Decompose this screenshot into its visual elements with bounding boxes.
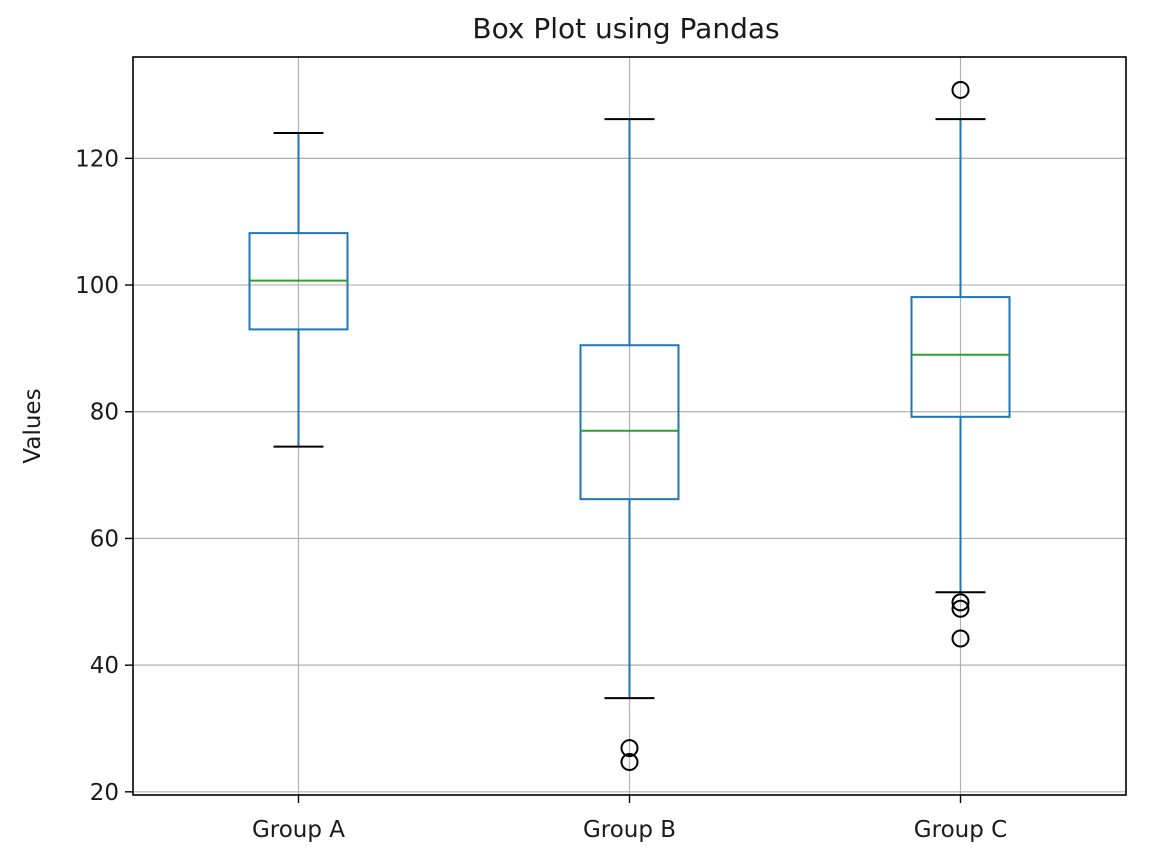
box-group [579, 118, 680, 772]
y-tick-label: 40 [90, 653, 119, 679]
x-tick-label: Group A [252, 817, 345, 843]
box-group [248, 132, 349, 448]
axis-ticks: 20 40 60 80 100 120 Group A Group B Group C [75, 146, 1007, 843]
x-tick-label: Group B [583, 817, 676, 843]
outlier-point [620, 739, 639, 758]
y-tick-label: 60 [90, 526, 119, 552]
box-group [910, 80, 1011, 648]
y-tick-label: 120 [75, 146, 119, 172]
chart-title: Box Plot using Pandas [472, 12, 779, 45]
outlier-point [951, 599, 970, 618]
outlier-point [951, 629, 970, 648]
x-tick-label: Group C [914, 817, 1007, 843]
outlier-point [951, 593, 970, 612]
outlier-point [620, 753, 639, 772]
y-tick-label: 20 [90, 780, 119, 806]
outlier-point [951, 80, 970, 99]
iqr-box [579, 344, 680, 501]
y-axis-label: Values [20, 388, 46, 463]
y-tick-label: 80 [90, 400, 119, 426]
iqr-box [910, 296, 1011, 418]
y-tick-label: 100 [75, 273, 119, 299]
box-plot-series [248, 80, 1011, 772]
